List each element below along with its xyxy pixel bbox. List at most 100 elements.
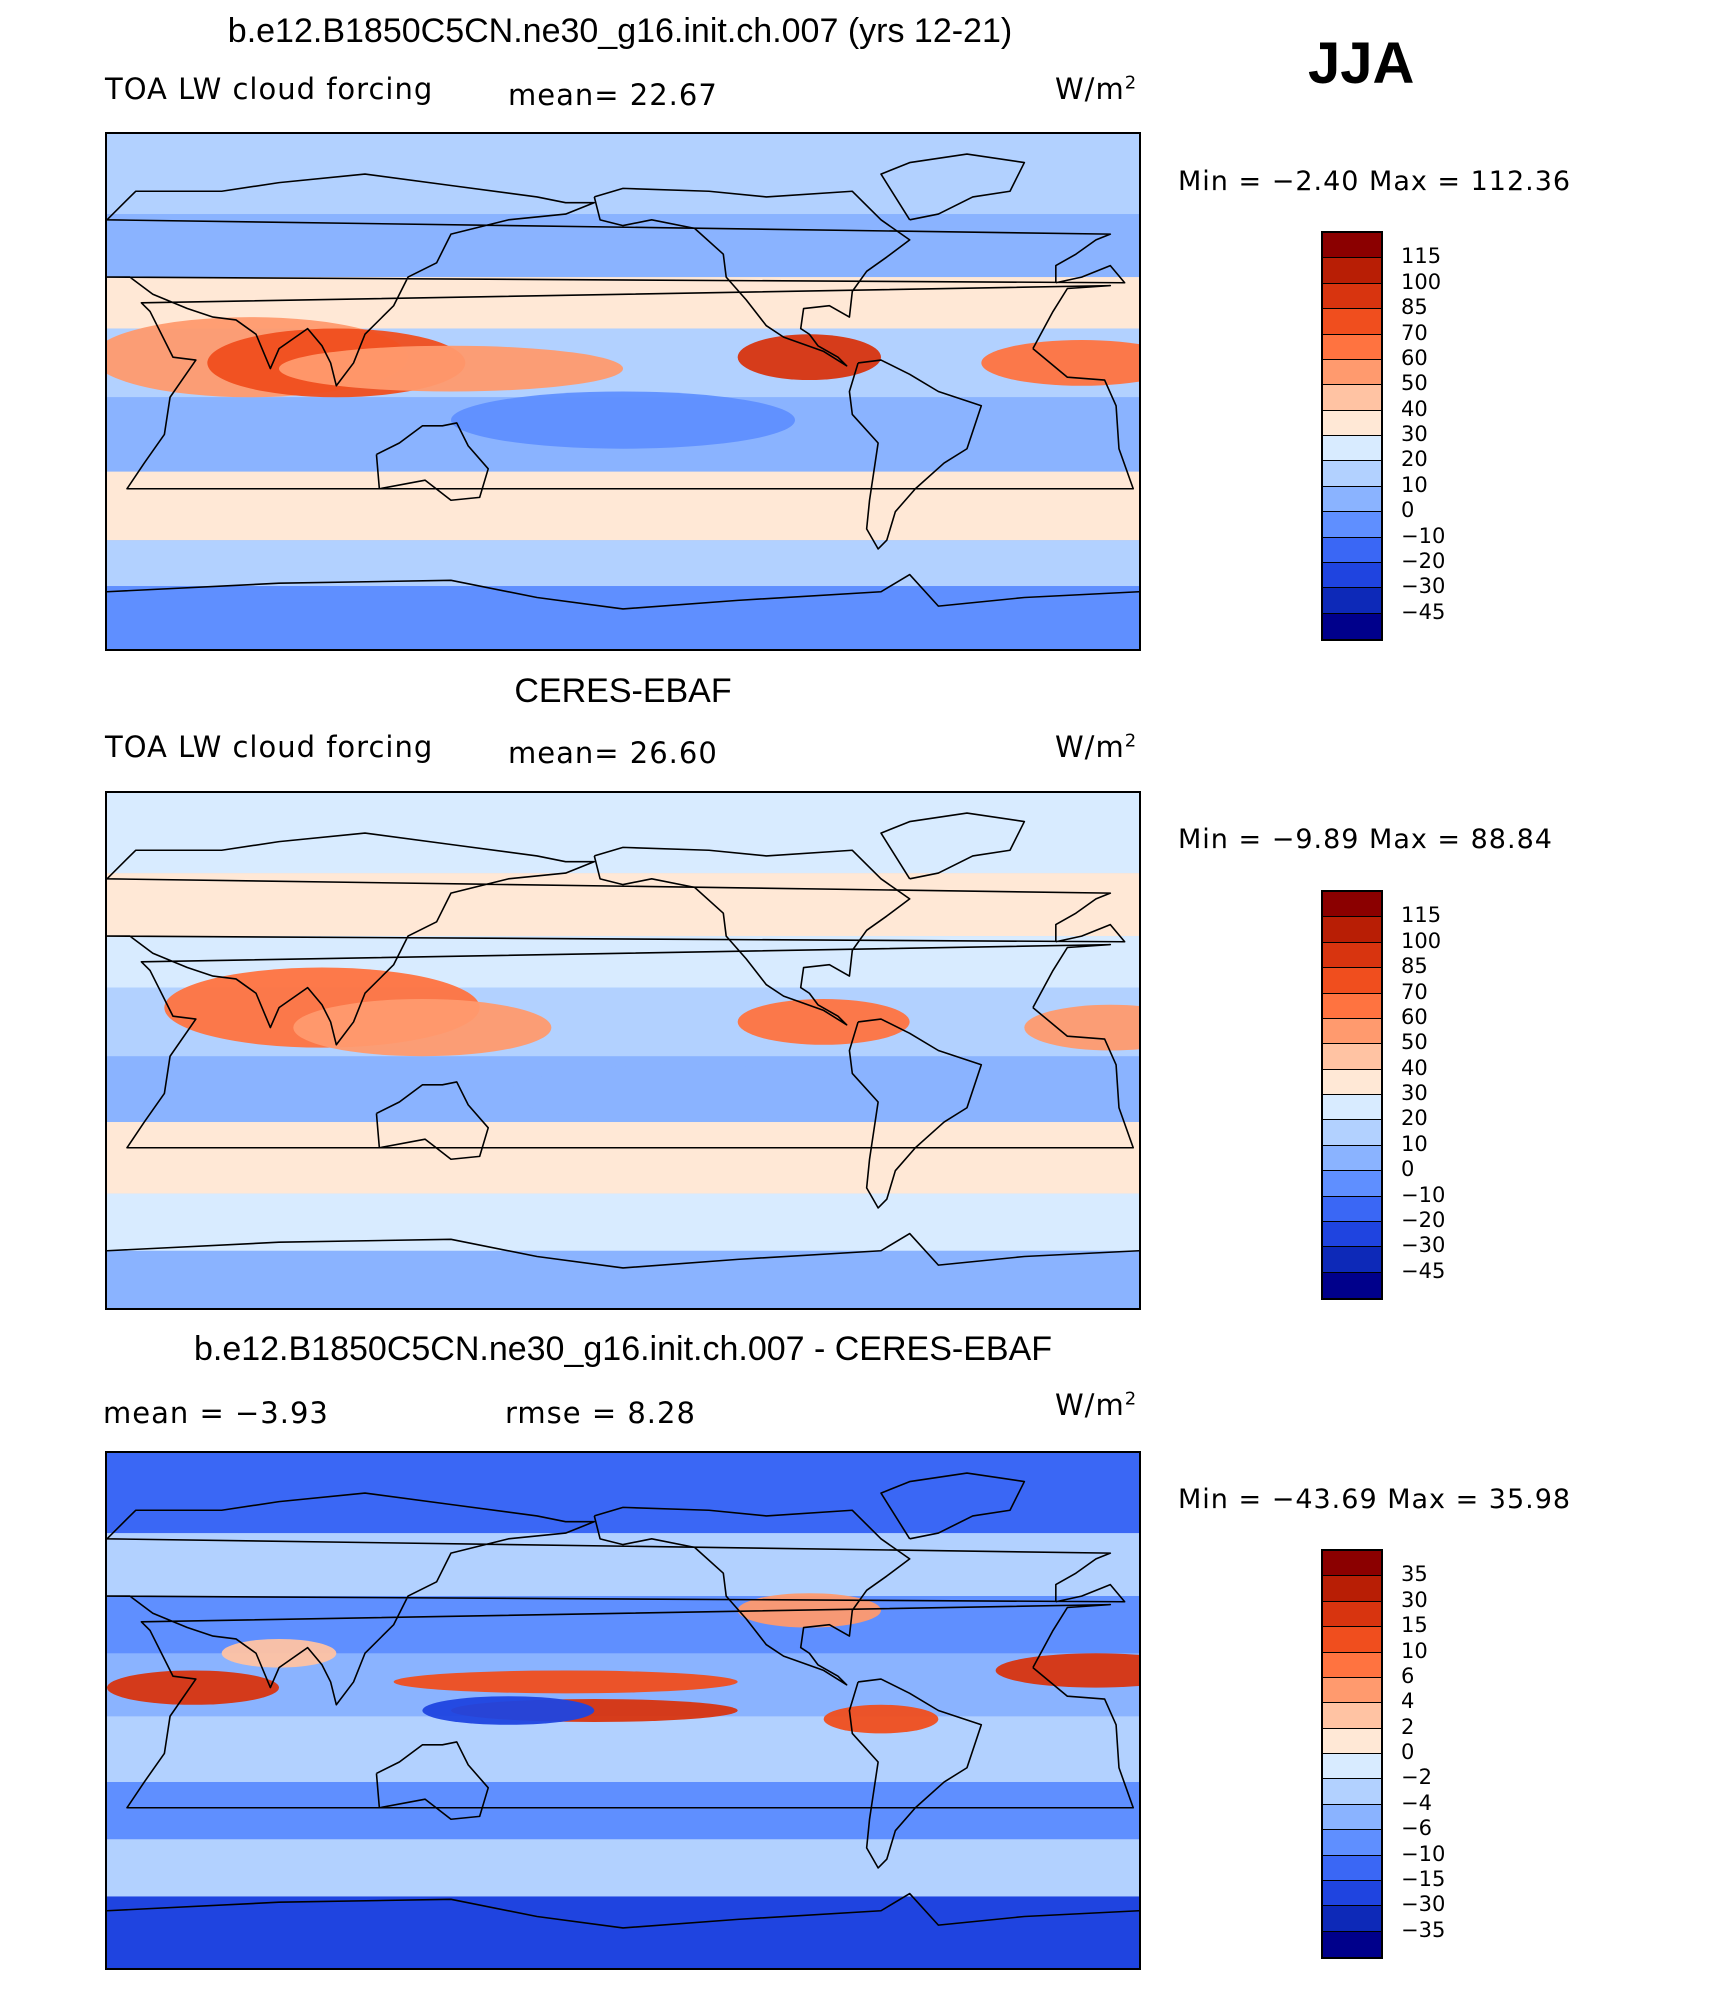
panel-3-rmse-label: rmse = 8.28 [505, 1396, 696, 1430]
contour-band [107, 1896, 1139, 1968]
contour-blob [981, 340, 1139, 386]
season-label: JJA [1308, 31, 1415, 96]
colorbar-swatch [1323, 486, 1381, 513]
coastline [375, 1741, 490, 1821]
coastline [593, 846, 911, 1026]
coastline [880, 153, 1026, 221]
coastline [848, 1678, 983, 1869]
colorbar-tick-label: 20 [1401, 1106, 1428, 1131]
contour-band [107, 793, 1139, 874]
panel-2-variable-label: TOA LW cloud forcing [105, 730, 434, 764]
panel-1-units: W/m2 [1055, 72, 1138, 106]
colorbar-swatch [1323, 410, 1381, 436]
colorbar-tick-label: 115 [1401, 244, 1442, 269]
colorbar-swatch [1323, 588, 1381, 614]
colorbar-tick-label: 85 [1401, 954, 1428, 979]
colorbar-tick-label: 10 [1401, 1131, 1428, 1156]
colorbar-tick-label: −30 [1401, 1233, 1446, 1258]
colorbar-tick-label: −10 [1401, 1841, 1446, 1866]
contour-band [107, 1716, 1139, 1783]
colorbar-tick-label: 30 [1401, 1081, 1428, 1105]
contour-band [107, 1453, 1139, 1534]
panel-1-colorbar [1321, 231, 1383, 641]
panel-1-title: b.e12.B1850C5CN.ne30_g16.init.ch.007 (yr… [227, 12, 1013, 50]
colorbar-swatch [1323, 309, 1381, 335]
contour-band [107, 1122, 1139, 1194]
contour-blob [422, 1696, 595, 1725]
colorbar-tick-label: −45 [1401, 1258, 1446, 1283]
colorbar-tick-label: 115 [1401, 903, 1442, 928]
colorbar-swatch [1323, 613, 1381, 639]
coastline [107, 1892, 1139, 1929]
colorbar-tick-label: 0 [1401, 1157, 1415, 1182]
colorbar-swatch [1323, 562, 1381, 589]
colorbar-tick-label: −2 [1401, 1765, 1432, 1790]
colorbar-swatch [1323, 1906, 1381, 1932]
coastline [848, 1018, 983, 1209]
panel-2-map [105, 791, 1141, 1310]
colorbar-tick-label: 30 [1401, 422, 1428, 446]
contour-band [107, 1193, 1139, 1251]
colorbar-tick-label: 0 [1401, 1740, 1415, 1764]
coastline [126, 284, 1135, 490]
panel-2-minmax: Min = −9.89 Max = 88.84 [1178, 824, 1553, 855]
colorbar-tick-label: 50 [1401, 1030, 1428, 1055]
colorbar-swatch [1323, 993, 1381, 1019]
coastline [593, 187, 911, 367]
colorbar-tick-label: −35 [1401, 1917, 1446, 1942]
colorbar-tick-label: −20 [1401, 548, 1446, 573]
colorbar-swatch [1323, 1145, 1381, 1172]
colorbar-swatch [1323, 1247, 1381, 1273]
coastline [107, 573, 1139, 610]
colorbar-tick-label: 85 [1401, 295, 1428, 320]
colorbar-swatch [1323, 1779, 1381, 1805]
colorbar-tick-label: 60 [1401, 345, 1428, 370]
colorbar-swatch [1323, 917, 1381, 943]
coastline [107, 173, 1126, 387]
colorbar-swatch [1323, 1627, 1381, 1653]
colorbar-swatch [1323, 1804, 1381, 1831]
panel-2-colorbar [1321, 890, 1383, 1300]
contour-blob [1024, 1004, 1139, 1051]
colorbar-tick-label: 0 [1401, 498, 1415, 523]
colorbar-swatch [1323, 1095, 1381, 1121]
coastline [848, 359, 983, 550]
contour-band [107, 586, 1139, 649]
panel-1-variable-label: TOA LW cloud forcing [105, 72, 434, 106]
colorbar-tick-label: 10 [1401, 1638, 1428, 1663]
colorbar-tick-label: 10 [1401, 472, 1428, 497]
colorbar-swatch [1323, 1728, 1381, 1754]
colorbar-tick-label: 100 [1401, 269, 1442, 294]
colorbar-swatch [1323, 1576, 1381, 1602]
colorbar-swatch [1323, 1069, 1381, 1095]
colorbar-tick-label: 6 [1401, 1663, 1415, 1688]
colorbar-swatch [1323, 1171, 1381, 1197]
colorbar-tick-label: 15 [1401, 1613, 1428, 1638]
colorbar-tick-label: −20 [1401, 1207, 1446, 1232]
colorbar-swatch [1323, 258, 1381, 284]
panel-3-mean-label: mean = −3.93 [103, 1396, 329, 1430]
contour-band [107, 873, 1139, 937]
coastline [126, 1603, 1135, 1809]
colorbar-swatch [1323, 1196, 1381, 1222]
contour-band [107, 1250, 1139, 1308]
colorbar-swatch [1323, 1677, 1381, 1704]
colorbar-tick-label: 70 [1401, 320, 1428, 345]
colorbar-swatch [1323, 436, 1381, 462]
colorbar-tick-label: 60 [1401, 1004, 1428, 1029]
colorbar-tick-label: 100 [1401, 928, 1442, 953]
colorbar-swatch [1323, 892, 1381, 918]
contour-band [107, 471, 1139, 541]
panel-1-mean-label: mean= 22.67 [508, 78, 718, 112]
colorbar-tick-label: −15 [1401, 1866, 1446, 1891]
map-svg [107, 134, 1139, 649]
colorbar-swatch [1323, 1272, 1381, 1298]
colorbar-swatch [1323, 334, 1381, 360]
colorbar-swatch [1323, 537, 1381, 563]
colorbar-tick-label: 40 [1401, 396, 1428, 421]
colorbar-swatch [1323, 942, 1381, 969]
colorbar-swatch [1323, 968, 1381, 994]
coastline [375, 422, 490, 502]
colorbar-swatch [1323, 1601, 1381, 1628]
